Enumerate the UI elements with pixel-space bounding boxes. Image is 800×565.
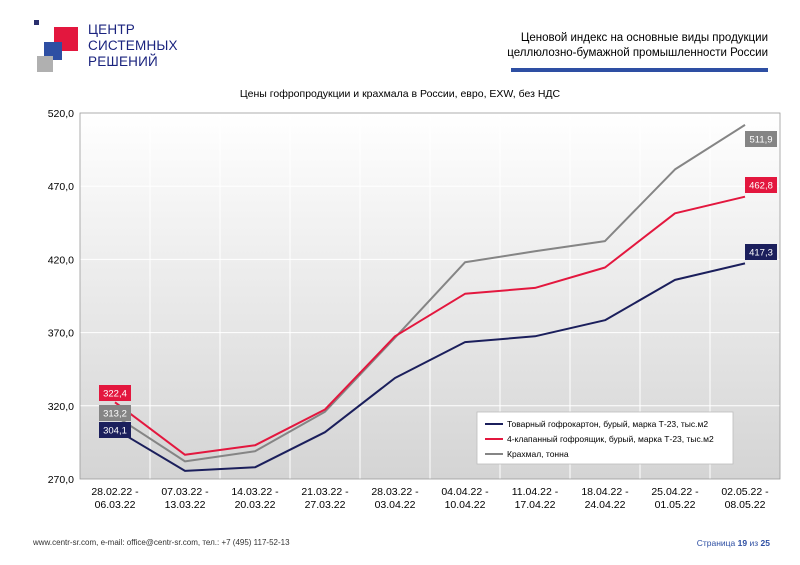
x-tick-label: 20.03.22 xyxy=(235,499,276,511)
footer-contacts: www.centr-sr.com, e-mail: office@centr-s… xyxy=(33,538,290,547)
data-label-end-box xyxy=(745,177,777,193)
data-label-start-text: 304,1 xyxy=(103,426,127,437)
y-tick-label: 520,0 xyxy=(48,108,74,120)
data-label-end-text: 511,9 xyxy=(749,135,772,146)
x-tick-label: 17.04.22 xyxy=(515,499,556,511)
y-tick-label: 470,0 xyxy=(48,181,74,193)
x-tick-label: 21.03.22 - xyxy=(301,486,349,498)
plot-border xyxy=(79,112,781,480)
data-label-end-box xyxy=(745,244,777,260)
x-tick-label: 07.03.22 - xyxy=(161,486,209,498)
series-line xyxy=(114,262,746,472)
logo-line-2: СИСТЕМНЫХ xyxy=(88,38,178,53)
data-label-start: 322,4 xyxy=(99,385,131,401)
data-label-start-box xyxy=(99,405,131,421)
data-label-end: 417,3 xyxy=(745,244,777,260)
page-separator: из xyxy=(749,538,759,548)
y-tick-label: 270,0 xyxy=(48,474,74,486)
y-tick-label: 320,0 xyxy=(48,401,74,413)
data-label-end: 511,9 xyxy=(745,131,777,147)
legend: Товарный гофрокартон, бурый, марка Т-23,… xyxy=(476,411,734,465)
series-line xyxy=(114,195,746,456)
data-label-start-box xyxy=(99,422,131,438)
data-label-start: 304,1 xyxy=(99,422,131,438)
data-label-start: 313,2 xyxy=(99,405,131,421)
legend-entry: 4-клапанный гофроящик, бурый, марка Т-23… xyxy=(507,434,714,444)
data-label-start-box xyxy=(99,385,131,401)
data-label-end-text: 462,8 xyxy=(749,181,773,192)
logo-line-1: ЦЕНТР xyxy=(88,22,135,37)
data-label-start-text: 322,4 xyxy=(103,389,127,400)
x-tick-label: 01.05.22 xyxy=(655,499,696,511)
page-label: Страница xyxy=(696,538,736,548)
x-tick-label: 28.02.22 - xyxy=(91,486,139,498)
data-label-end: 462,8 xyxy=(745,177,777,193)
x-tick-label: 06.03.22 xyxy=(95,499,136,511)
x-tick-label: 13.03.22 xyxy=(165,499,206,511)
x-tick-label: 11.04.22 - xyxy=(512,486,559,498)
x-tick-label: 28.03.22 - xyxy=(371,486,419,498)
x-tick-label: 14.03.22 - xyxy=(231,486,279,498)
x-tick-label: 25.04.22 - xyxy=(651,486,699,498)
header-title-line-1: Ценовой индекс на основные виды продукци… xyxy=(520,32,768,44)
logo-line-3: РЕШЕНИЙ xyxy=(88,54,158,69)
y-tick-label: 420,0 xyxy=(48,254,74,266)
logo-text: ЦЕНТР СИСТЕМНЫХ РЕШЕНИЙ xyxy=(88,22,178,70)
x-tick-label: 10.04.22 xyxy=(445,499,486,511)
legend-entry: Крахмал, тонна xyxy=(507,449,569,459)
page-total: 25 xyxy=(760,538,770,548)
footer-page-number: Страница 19 из 25 xyxy=(697,538,770,548)
data-label-start-text: 313,2 xyxy=(103,409,127,420)
data-label-end-text: 417,3 xyxy=(749,248,773,259)
legend-entry: Товарный гофрокартон, бурый, марка Т-23,… xyxy=(507,419,708,429)
x-tick-label: 04.04.22 - xyxy=(441,486,489,498)
page-current: 19 xyxy=(737,538,748,548)
header-title-line-2: целлюлозно-бумажной промышленности Росси… xyxy=(507,47,768,59)
x-tick-label: 27.03.22 xyxy=(305,499,346,511)
x-tick-label: 03.04.22 xyxy=(375,499,416,511)
company-logo xyxy=(34,20,184,80)
series-line xyxy=(114,124,746,463)
legend-box xyxy=(476,411,734,465)
data-label-end-box xyxy=(745,131,777,147)
x-tick-label: 02.05.22 - xyxy=(721,486,769,498)
x-tick-label: 18.04.22 - xyxy=(581,486,629,498)
x-tick-label: 08.05.22 xyxy=(725,499,766,511)
logo-squares-icon xyxy=(34,20,78,72)
chart-title: Цены гофропродукции и крахмала в России,… xyxy=(239,88,561,100)
header-rule xyxy=(511,68,768,72)
header-title: Ценовой индекс на основные виды продукци… xyxy=(448,31,768,61)
x-tick-label: 24.04.22 xyxy=(585,499,626,511)
y-tick-label: 370,0 xyxy=(48,328,74,340)
